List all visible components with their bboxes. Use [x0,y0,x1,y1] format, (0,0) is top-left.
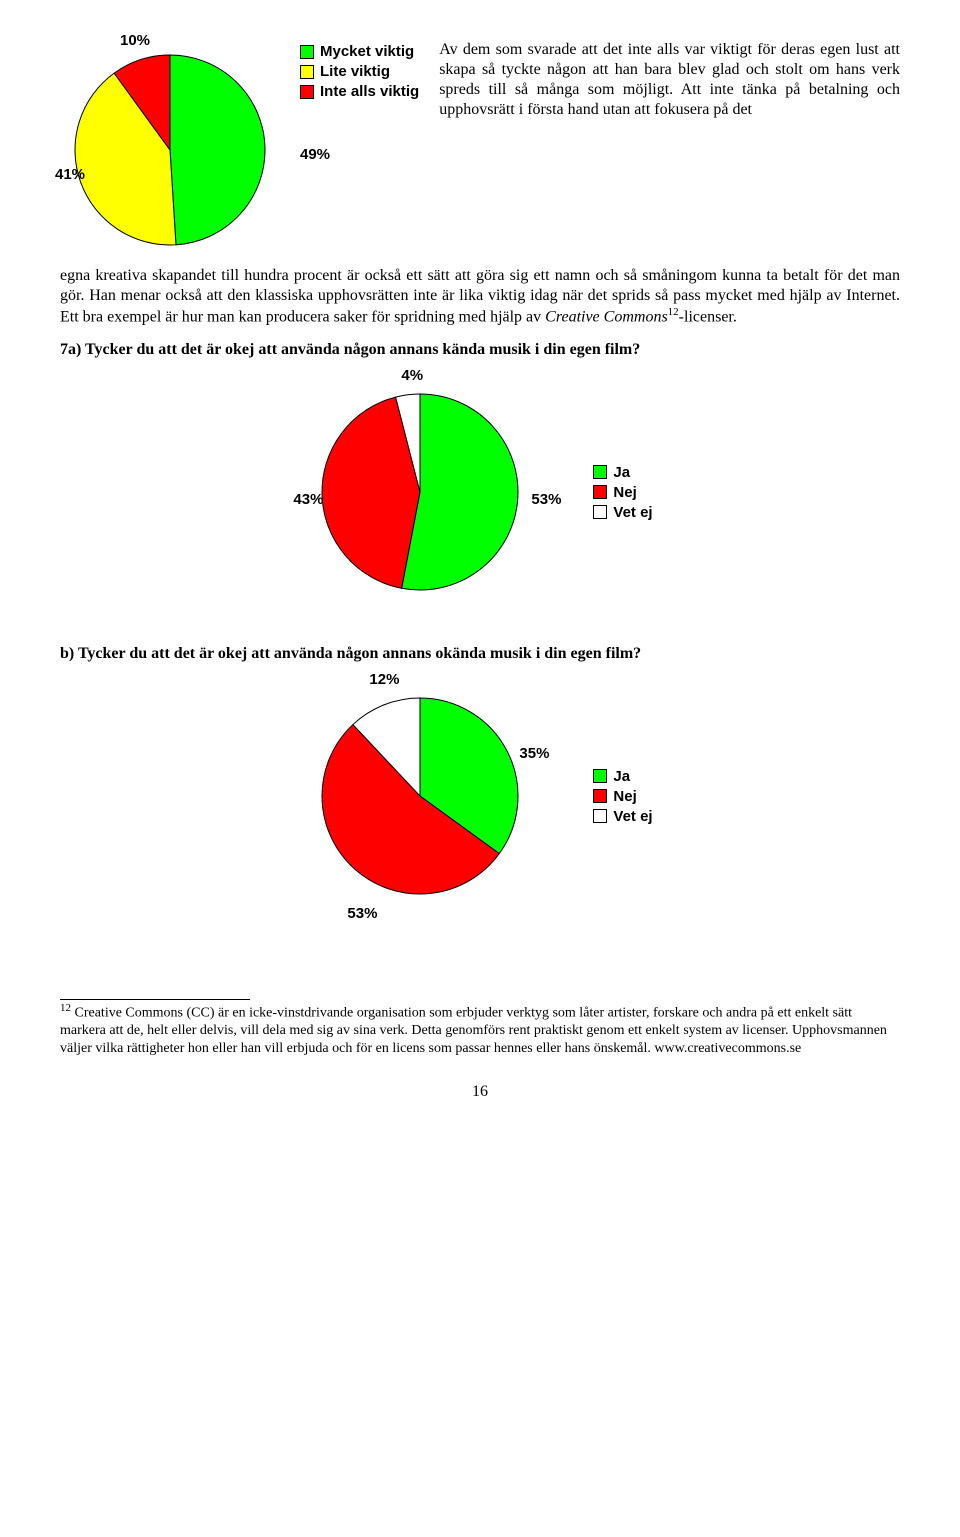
legend-label: Ja [613,768,630,785]
legend-item: Inte alls viktig [300,83,419,100]
footnote-ref: 12 [668,306,679,318]
paragraph-body: egna kreativa skapandet till hundra proc… [60,266,900,327]
chart-7a-row: 53%43%4% Ja Nej Vet ej [60,379,900,605]
pie-chart-unknown-music: 35%53%12% [307,683,533,909]
footnote-12: 12 Creative Commons (CC) är en icke-vins… [60,1002,900,1057]
pie-chart-known-music: 53%43%4% [307,379,533,605]
pie-slice-label: 53% [347,905,377,922]
legend-label: Nej [613,484,636,501]
pie-slice-label: 4% [401,367,423,384]
pie-slice-label: 43% [293,491,323,508]
top-section: 49%41%10% Mycket viktig Lite viktig Inte a… [60,40,900,260]
legend-unknown-music: Ja Nej Vet ej [593,765,652,828]
paragraph-tail: -licenser. [679,308,737,325]
pie-slice-label: 35% [519,745,549,762]
legend-known-music: Ja Nej Vet ej [593,461,652,524]
legend-label: Ja [613,464,630,481]
heading-7b: b) Tycker du att det är okej att använda… [60,645,900,663]
legend-item: Ja [593,464,652,481]
paragraph-rest: egna kreativa skapandet till hundra proc… [60,267,900,325]
paragraph-emphasis: Creative Commons [545,308,668,325]
legend-swatch [300,45,314,59]
legend-swatch [593,505,607,519]
legend-label: Mycket viktig [320,43,414,60]
paragraph-lead: Av dem som svarade att det inte alls var… [439,40,900,120]
pie-slice-label: 53% [531,491,561,508]
footnote-text: Creative Commons (CC) är en icke-vinstdr… [60,1006,887,1056]
legend-swatch [593,769,607,783]
legend-item: Ja [593,768,652,785]
legend-item: Vet ej [593,504,652,521]
legend-swatch [593,485,607,499]
chart-7b-row: 35%53%12% Ja Nej Vet ej [60,683,900,909]
legend-swatch [300,85,314,99]
page-number: 16 [60,1083,900,1101]
legend-label: Inte alls viktig [320,83,419,100]
legend-label: Vet ej [613,504,652,521]
pie-chart-importance: 49%41%10% [60,40,280,260]
pie-slice-label: 12% [369,671,399,688]
legend-item: Nej [593,484,652,501]
legend-swatch [593,789,607,803]
legend-swatch [593,465,607,479]
footnote-number: 12 [60,1002,71,1014]
heading-7a: 7a) Tycker du att det är okej att använd… [60,341,900,359]
legend-swatch [300,65,314,79]
legend-item: Vet ej [593,808,652,825]
legend-importance: Mycket viktig Lite viktig Inte alls viktig [300,40,419,103]
legend-swatch [593,809,607,823]
footnote-separator [60,999,250,1000]
legend-item: Mycket viktig [300,43,419,60]
pie-slice-label: 10% [120,32,150,49]
pie-slice-label: 49% [300,146,330,163]
legend-item: Nej [593,788,652,805]
legend-item: Lite viktig [300,63,419,80]
legend-label: Vet ej [613,808,652,825]
legend-label: Lite viktig [320,63,390,80]
pie-slice-label: 41% [55,166,85,183]
legend-label: Nej [613,788,636,805]
